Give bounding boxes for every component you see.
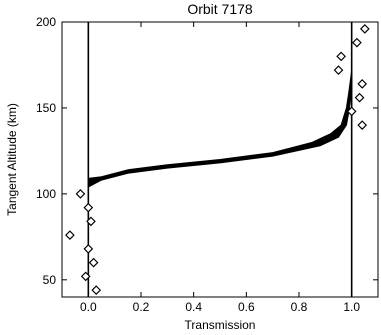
data-point-2 bbox=[86, 216, 96, 227]
data-point-13 bbox=[354, 92, 365, 103]
data-point-11 bbox=[352, 37, 362, 48]
data-point-8 bbox=[336, 51, 346, 62]
data-point-14 bbox=[346, 106, 357, 117]
chart-title: Orbit 7178 bbox=[187, 1, 253, 17]
y-tick-label: 50 bbox=[43, 273, 57, 287]
y-axis-title: Tangent Altitude (km) bbox=[5, 103, 19, 216]
data-point-15 bbox=[357, 120, 368, 130]
data-point-0 bbox=[75, 189, 86, 199]
plot-content bbox=[65, 22, 370, 297]
data-point-9 bbox=[333, 65, 344, 75]
x-tick-label: 1.0 bbox=[343, 300, 360, 314]
x-tick-label: 0.6 bbox=[238, 300, 255, 314]
data-point-1 bbox=[83, 202, 94, 213]
x-axis-title: Transmission bbox=[185, 318, 256, 332]
data-point-5 bbox=[88, 257, 99, 268]
y-tick-label: 150 bbox=[36, 101, 56, 115]
x-axis-ticks: 0.0 0.2 0.4 0.6 0.8 1.0 bbox=[80, 22, 360, 314]
y-tick-label: 200 bbox=[36, 15, 56, 29]
x-tick-label: 0.0 bbox=[80, 300, 97, 314]
data-point-4 bbox=[83, 244, 94, 254]
y-tick-label: 100 bbox=[36, 187, 56, 201]
x-tick-label: 0.8 bbox=[291, 300, 308, 314]
plot-frame bbox=[61, 21, 379, 298]
transmission-band bbox=[87, 69, 353, 188]
data-point-7 bbox=[91, 285, 102, 295]
x-tick-label: 0.2 bbox=[133, 300, 150, 314]
data-point-6 bbox=[80, 271, 91, 282]
data-point-10 bbox=[359, 24, 370, 34]
y-axis-ticks: 50 100 150 200 bbox=[36, 15, 378, 287]
data-point-3 bbox=[65, 230, 75, 240]
x-tick-label: 0.4 bbox=[185, 300, 202, 314]
data-point-12 bbox=[357, 79, 368, 89]
